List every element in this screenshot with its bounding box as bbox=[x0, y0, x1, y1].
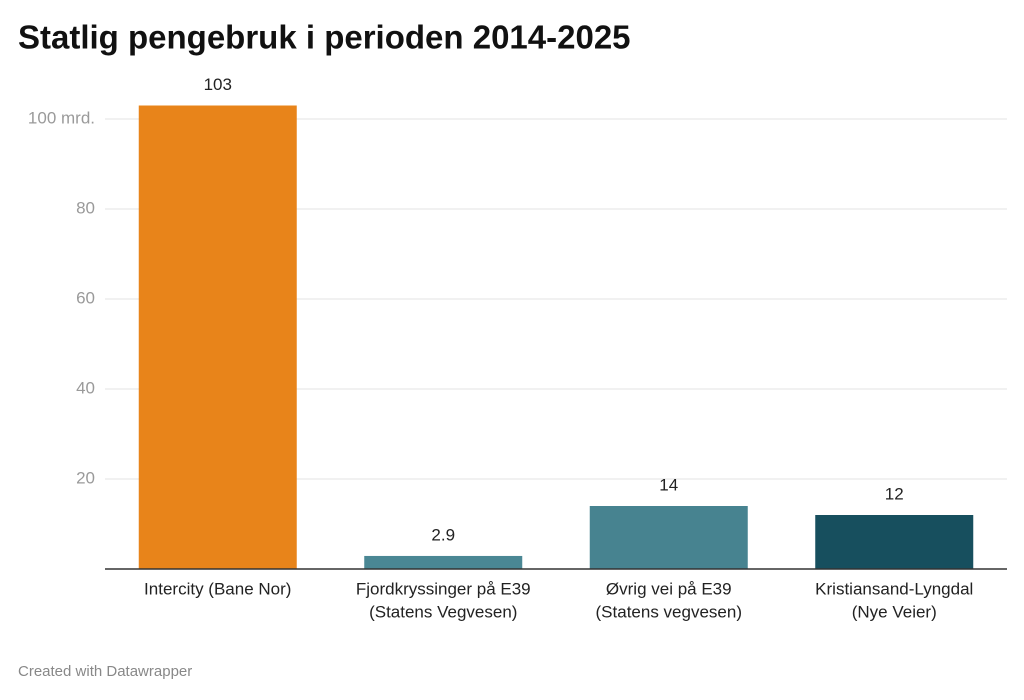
x-tick-label: Fjordkryssinger på E39 bbox=[356, 579, 531, 598]
value-label: 14 bbox=[659, 475, 678, 494]
x-tick-label: (Statens Vegvesen) bbox=[369, 602, 517, 621]
x-tick-label: Intercity (Bane Nor) bbox=[144, 579, 291, 598]
bar bbox=[815, 515, 974, 569]
y-tick-label: 40 bbox=[76, 378, 95, 397]
bar bbox=[589, 506, 748, 569]
y-tick-label: 100 mrd. bbox=[28, 108, 95, 127]
y-tick-label: 20 bbox=[76, 468, 95, 487]
bar bbox=[364, 555, 523, 569]
x-tick-label: Kristiansand-Lyngdal bbox=[815, 579, 973, 598]
credit: Created with Datawrapper bbox=[18, 663, 192, 680]
x-tick-label: (Nye Veier) bbox=[852, 602, 937, 621]
bar bbox=[138, 105, 297, 569]
x-tick-label: (Statens vegvesen) bbox=[596, 602, 742, 621]
y-tick-label: 80 bbox=[76, 198, 95, 217]
y-tick-label: 60 bbox=[76, 288, 95, 307]
value-label: 2.9 bbox=[431, 525, 455, 544]
x-tick-label: Øvrig vei på E39 bbox=[606, 579, 732, 598]
value-label: 103 bbox=[204, 75, 232, 94]
value-label: 12 bbox=[885, 484, 904, 503]
chart-title: Statlig pengebruk i perioden 2014-2025 bbox=[18, 19, 631, 56]
